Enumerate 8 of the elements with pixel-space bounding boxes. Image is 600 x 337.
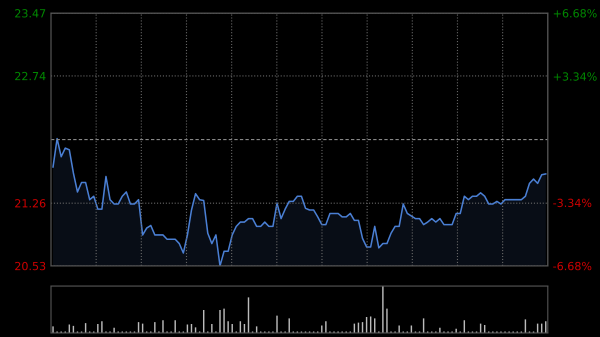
y-tick-label: 23.47 — [15, 9, 46, 18]
y2-tick-label: +6.68% — [554, 9, 597, 18]
y-tick-label: 20.53 — [15, 262, 46, 270]
y2-tick-label: +3.34% — [554, 72, 597, 81]
y-tick-label: 21.26 — [15, 199, 46, 208]
y-tick-label: 22.74 — [15, 72, 46, 80]
y2-tick-label: -3.34% — [553, 198, 592, 208]
y2-tick-label: -6.68% — [553, 262, 592, 270]
